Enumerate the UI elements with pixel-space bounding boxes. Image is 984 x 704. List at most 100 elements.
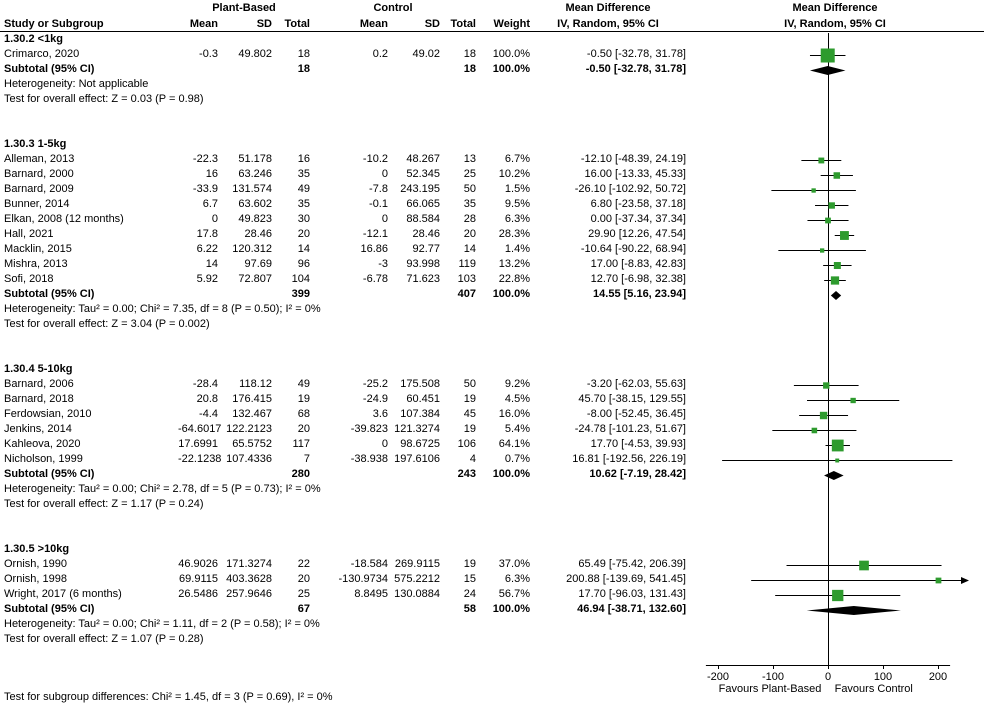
pb-total-cell: 19 (297, 393, 310, 405)
ctrl-sd-cell: 88.584 (406, 213, 440, 225)
ctrl-mean-cell: 3.6 (372, 408, 388, 420)
study-name: Nicholson, 1999 (4, 453, 83, 465)
pb-mean-cell: -22.1238 (178, 453, 222, 465)
pb-mean-cell: -28.4 (192, 378, 218, 390)
axis-tick-label: -100 (762, 671, 784, 683)
study-row: Macklin, 2015 6.22 120.312 14 16.86 92.77 14 1.… (0, 242, 984, 257)
pb-mean-cell: 46.9026 (178, 558, 218, 570)
ctrl-sd-cell: 175.508 (400, 378, 440, 390)
weight-cell: 1.4% (504, 243, 530, 255)
pb-sd-cell: 63.246 (238, 168, 272, 180)
weight-cell: 100.0% (492, 468, 530, 480)
favours-left-label: Favours Plant-Based (719, 683, 822, 695)
note-text: Test for overall effect: Z = 3.04 (P = 0… (4, 318, 210, 330)
ctrl-mean-cell: -18.584 (350, 558, 388, 570)
ctrl-total-cell: 13 (463, 153, 476, 165)
pb-total-cell: 25 (297, 588, 310, 600)
spacer-row (0, 107, 984, 122)
pb-mean-cell: 6.22 (196, 243, 218, 255)
study-name: Alleman, 2013 (4, 153, 75, 165)
subtotal-row: Subtotal (95% CI) 399 407 100.0% 14.55 [5.16… (0, 287, 984, 302)
pb-total-cell: 104 (291, 273, 310, 285)
ci-text-cell: 16.00 [-13.33, 45.33] (584, 168, 686, 180)
note-row: Test for overall effect: Z = 3.04 (P = 0… (0, 317, 984, 332)
ctrl-sd-cell: 269.9115 (394, 558, 440, 570)
pb-mean-cell: 16 (205, 168, 218, 180)
ci-text-cell: -0.50 [-32.78, 31.78] (586, 48, 686, 60)
ctrl-mean-cell: -39.823 (350, 423, 388, 435)
pb-sd-cell: 97.69 (244, 258, 272, 270)
study-row: Ornish, 1998 69.9115 403.3628 20 -130.9734 57… (0, 572, 984, 587)
ctrl-mean-cell: -3 (378, 258, 388, 270)
iv-random-plot-header: IV, Random, 95% CI (784, 18, 886, 30)
pb-mean-cell: 17.8 (196, 228, 218, 240)
weight-cell: 1.5% (504, 183, 530, 195)
ctrl-mean-header: Mean (359, 18, 388, 30)
subgroup-title-row: 1.30.5 >10kg (0, 542, 984, 557)
note-text: Test for overall effect: Z = 1.07 (P = 0… (4, 633, 204, 645)
pb-sd-cell: 131.574 (232, 183, 272, 195)
pb-mean-cell: -33.9 (192, 183, 218, 195)
ctrl-sd-cell: 60.451 (406, 393, 440, 405)
ci-text-cell: 0.00 [-37.34, 37.34] (590, 213, 686, 225)
study-name: Barnard, 2006 (4, 378, 74, 390)
note-text: Heterogeneity: Tau² = 0.00; Chi² = 1.11,… (4, 618, 320, 630)
study-row: Jenkins, 2014 -64.6017 122.2123 20 -39.823 12… (0, 422, 984, 437)
ci-text-cell: -8.00 [-52.45, 36.45] (586, 408, 686, 420)
ctrl-sd-cell: 92.77 (412, 243, 440, 255)
pb-total-cell: 20 (297, 423, 310, 435)
ctrl-total-cell: 35 (463, 198, 476, 210)
pb-mean-cell: 0 (211, 213, 218, 225)
subgroup-title: 1.30.3 1-5kg (4, 138, 67, 150)
ci-text-cell: -3.20 [-62.03, 55.63] (586, 378, 686, 390)
ci-text-cell: -10.64 [-90.22, 68.94] (580, 243, 686, 255)
ctrl-mean-cell: 8.8495 (354, 588, 388, 600)
ctrl-mean-cell: -38.938 (350, 453, 388, 465)
weight-cell: 5.4% (504, 423, 530, 435)
ctrl-sd-cell: 49.02 (412, 48, 440, 60)
pb-total-cell: 18 (297, 48, 310, 60)
ctrl-sd-cell: 52.345 (406, 168, 440, 180)
weight-cell: 10.2% (498, 168, 530, 180)
subgroup-title: 1.30.4 5-10kg (4, 363, 73, 375)
pb-sd-header: SD (256, 18, 272, 30)
study-row: Nicholson, 1999 -22.1238 107.4336 7 -38.938 1… (0, 452, 984, 467)
study-name: Jenkins, 2014 (4, 423, 72, 435)
study-row: Bunner, 2014 6.7 63.602 35 -0.1 66.065 35 9.5% 6… (0, 197, 984, 212)
subtotal-label: Subtotal (95% CI) (4, 288, 95, 300)
ci-text-cell: -0.50 [-32.78, 31.78] (585, 63, 686, 75)
ctrl-mean-cell: 0 (381, 168, 388, 180)
pb-total-cell: 68 (297, 408, 310, 420)
pb-sd-cell: 122.2123 (226, 423, 272, 435)
ci-text-cell: 200.88 [-139.69, 541.45] (566, 573, 686, 585)
subgroup-title-row: 1.30.4 5-10kg (0, 362, 984, 377)
ctrl-total-cell: 119 (458, 258, 476, 270)
axis-tick-label: -200 (707, 671, 729, 683)
note-row: Test for overall effect: Z = 1.17 (P = 0… (0, 497, 984, 512)
pb-sd-cell: 403.3628 (226, 573, 272, 585)
ctrl-sd-cell: 93.998 (406, 258, 440, 270)
study-row: Ornish, 1990 46.9026 171.3274 22 -18.584 269.… (0, 557, 984, 572)
study-name: Ferdowsian, 2010 (4, 408, 92, 420)
study-row: Wright, 2017 (6 months) 26.5486 257.9646 25… (0, 587, 984, 602)
ci-text-cell: 17.70 [-96.03, 131.43] (578, 588, 686, 600)
ctrl-sd-cell: 48.267 (406, 153, 440, 165)
weight-cell: 100.0% (492, 48, 530, 60)
weight-cell: 6.3% (504, 213, 530, 225)
ctrl-total-cell: 15 (463, 573, 476, 585)
study-name: Barnard, 2000 (4, 168, 74, 180)
pb-total-cell: 96 (297, 258, 310, 270)
note-row: Heterogeneity: Not applicable (0, 77, 984, 92)
study-name: Hall, 2021 (4, 228, 54, 240)
subgroup-title: 1.30.2 <1kg (4, 33, 64, 45)
pb-sd-cell: 120.312 (232, 243, 272, 255)
study-name: Bunner, 2014 (4, 198, 70, 210)
ctrl-total-cell: 18 (463, 48, 476, 60)
pb-mean-cell: 69.9115 (179, 573, 218, 585)
pb-sd-cell: 63.602 (238, 198, 272, 210)
note-row: Heterogeneity: Tau² = 0.00; Chi² = 1.11,… (0, 617, 984, 632)
study-name: Ornish, 1990 (4, 558, 67, 570)
spacer-row (0, 512, 984, 527)
pb-sd-cell: 176.415 (232, 393, 272, 405)
ctrl-mean-cell: 0.2 (372, 48, 388, 60)
